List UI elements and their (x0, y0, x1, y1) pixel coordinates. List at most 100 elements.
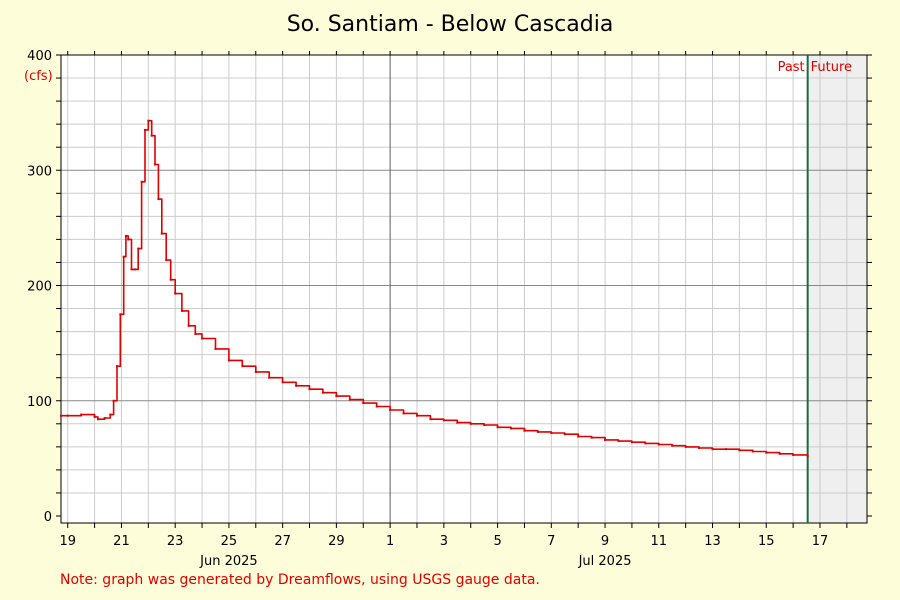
x-tick-label: 25 (221, 534, 238, 549)
data-point (442, 419, 445, 422)
data-point (96, 418, 99, 421)
data-point (483, 423, 486, 426)
data-point (617, 440, 620, 443)
data-point (194, 332, 197, 335)
data-point (389, 408, 392, 411)
y-tick-label: 400 (27, 49, 52, 64)
data-point (60, 414, 62, 417)
y-tick-label: 200 (27, 280, 52, 295)
data-point (724, 448, 727, 451)
data-point (375, 405, 378, 408)
data-point (127, 238, 130, 241)
x-tick-label: 5 (493, 534, 501, 549)
data-point (254, 370, 257, 373)
data-point (496, 426, 499, 429)
data-point (160, 232, 163, 235)
data-point (112, 399, 115, 402)
x-tick-label: 17 (812, 534, 829, 549)
data-point (115, 365, 118, 368)
data-point (308, 388, 311, 391)
x-tick-label: 3 (440, 534, 448, 549)
data-point (778, 452, 781, 455)
data-point (429, 418, 432, 421)
data-point (671, 444, 674, 447)
data-point (806, 455, 809, 458)
x-tick-label: 11 (651, 534, 668, 549)
data-point (150, 134, 153, 137)
data-point (765, 451, 768, 454)
data-point (348, 398, 351, 401)
data-point (684, 445, 687, 448)
data-point (241, 365, 244, 368)
x-tick-label: 21 (113, 534, 130, 549)
data-point (66, 414, 69, 417)
data-point (362, 402, 365, 405)
data-point (124, 234, 127, 237)
footnote: Note: graph was generated by Dreamflows,… (60, 572, 540, 588)
data-point (214, 347, 217, 350)
y-tick-label: 300 (27, 164, 52, 179)
data-point (93, 415, 96, 418)
y-tick-label: 0 (44, 510, 52, 525)
plot-border (60, 54, 868, 524)
data-point (140, 180, 143, 183)
data-point (165, 259, 168, 262)
data-point (402, 412, 405, 415)
data-point (137, 247, 140, 250)
month-label: Jul 2025 (578, 554, 632, 569)
x-tick-label: 7 (547, 534, 555, 549)
x-tick-label: 19 (59, 534, 76, 549)
data-point (711, 448, 714, 451)
data-point (174, 292, 177, 295)
data-point (604, 438, 607, 441)
x-tick-label: 23 (167, 534, 184, 549)
month-label: Jun 2025 (199, 554, 258, 569)
data-point (169, 278, 172, 281)
data-point (133, 268, 136, 271)
data-point (456, 421, 459, 424)
data-point (268, 376, 271, 379)
data-point (550, 432, 553, 435)
x-tick-label: 15 (758, 534, 775, 549)
data-point (536, 430, 539, 433)
data-point (122, 255, 125, 258)
data-point (577, 435, 580, 438)
series-line-0 (61, 119, 809, 457)
x-tick-label: 29 (328, 534, 345, 549)
data-point (469, 422, 472, 425)
data-point (321, 391, 324, 394)
x-tick-label: 9 (601, 534, 609, 549)
data-point (119, 313, 122, 316)
data-point (295, 384, 298, 387)
data-point (751, 450, 754, 453)
y-tick-label: 100 (27, 395, 52, 410)
chart-title: So. Santiam - Below Cascadia (286, 12, 614, 37)
x-tick-label: 27 (274, 534, 291, 549)
data-point (590, 436, 593, 439)
data-point (415, 414, 418, 417)
x-tick-label: 13 (704, 534, 721, 549)
plot-area (61, 55, 867, 523)
data-point (281, 381, 284, 384)
data-point (187, 324, 190, 327)
data-point (738, 449, 741, 452)
data-point (227, 359, 230, 362)
data-point (644, 442, 647, 445)
data-point (147, 119, 150, 122)
data-point (630, 441, 633, 444)
data-point (157, 198, 160, 201)
data-point (335, 395, 338, 398)
data-point (154, 163, 157, 166)
past-label: Past (778, 60, 805, 75)
x-tick-label: 1 (386, 534, 394, 549)
data-point (109, 413, 112, 416)
data-point (143, 128, 146, 131)
data-point (130, 268, 133, 271)
data-point (103, 417, 106, 420)
data-point (80, 413, 83, 416)
data-point (180, 309, 183, 312)
data-point (657, 443, 660, 446)
data-point (523, 429, 526, 432)
y-axis-label: (cfs) (24, 69, 53, 84)
